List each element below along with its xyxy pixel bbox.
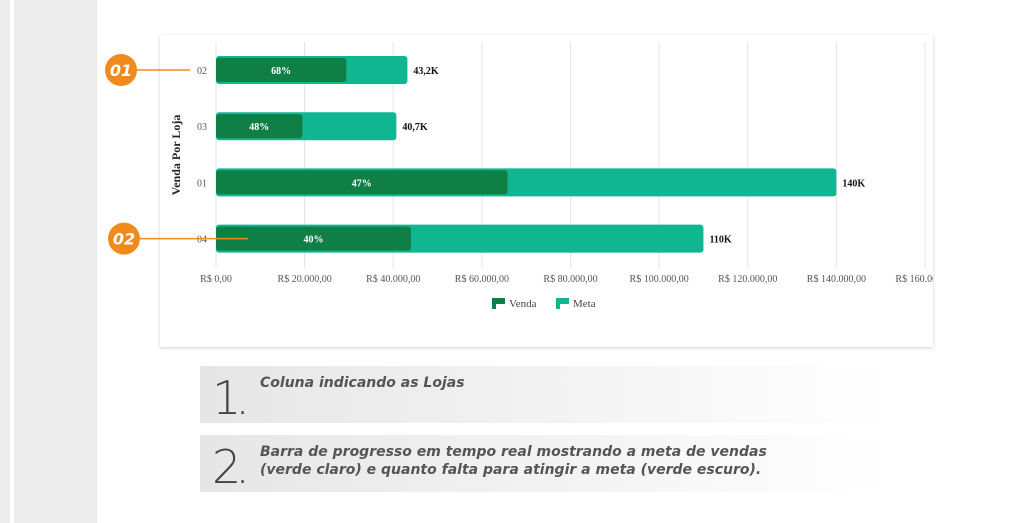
x-tick-label: R$ 100.000,00 — [630, 274, 689, 285]
legend-item: Meta — [556, 298, 596, 310]
x-tick-label: R$ 40.000,00 — [366, 274, 420, 285]
note-text: Barra de progresso em tempo real mostran… — [260, 444, 767, 460]
venda-bar — [216, 114, 303, 139]
progress-label: 48% — [249, 122, 269, 133]
note-text: Coluna indicando as Lojas — [260, 375, 465, 391]
callout-label: 02 — [113, 230, 135, 249]
y-tick-label: 04 — [197, 235, 207, 246]
progress-label: 47% — [352, 178, 372, 189]
callout-badge — [108, 222, 140, 255]
y-axis-label: Venda Por Loja — [169, 115, 183, 196]
sidebar — [0, 0, 97, 523]
x-tick-label: R$ 80.000,00 — [543, 274, 597, 285]
progress-label: 40% — [303, 235, 323, 246]
legend-item: Venda — [492, 298, 537, 310]
x-tick-label: R$ 20.000,00 — [278, 274, 332, 285]
sidebar-line — [10, 0, 14, 523]
x-tick-label: R$ 160.000,00 — [895, 274, 954, 285]
venda-bar — [216, 226, 411, 251]
progress-label: 68% — [271, 66, 291, 77]
legend-label: Venda — [509, 298, 537, 310]
value-label: 43,2K — [413, 66, 439, 77]
x-tick-label: R$ 140.000,00 — [807, 274, 866, 285]
y-tick-label: 03 — [197, 122, 207, 133]
value-label: 140K — [842, 178, 865, 189]
value-label: 40,7K — [402, 122, 428, 133]
callout-label: 01 — [110, 61, 132, 80]
x-tick-label: R$ 60.000,00 — [455, 274, 509, 285]
legend-swatch-flag — [492, 298, 505, 304]
note-background — [200, 435, 890, 492]
note-text: (verde claro) e quanto falta para atingi… — [260, 462, 761, 478]
callout-badge — [105, 54, 137, 86]
y-tick-label: 01 — [197, 178, 207, 189]
venda-bar — [216, 170, 508, 195]
legend-swatch-flag — [556, 298, 569, 304]
x-tick-label: R$ 0,00 — [200, 274, 232, 285]
chart: R$ 0,00 R$ 20.000,00 R$ 40.000,00 R$ 60.000… — [169, 42, 954, 310]
value-label: 110K — [709, 235, 731, 246]
annotations: 01 02 1. Coluna indicando as Lojas 2. Barra d… — [105, 54, 890, 494]
legend-label: Meta — [573, 298, 596, 310]
note-number: 1. — [212, 371, 244, 425]
x-tick-label: R$ 120.000,00 — [718, 274, 777, 285]
note-number: 2. — [212, 440, 244, 494]
note-background — [200, 366, 890, 423]
venda-bar — [216, 58, 347, 82]
y-tick-label: 02 — [197, 66, 207, 77]
